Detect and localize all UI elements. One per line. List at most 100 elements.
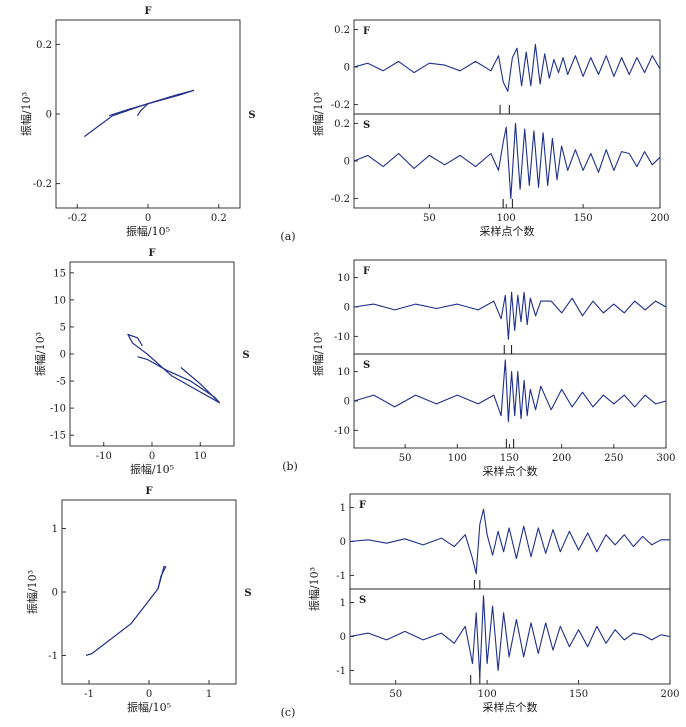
trace-frame bbox=[349, 588, 671, 685]
trace-label: F bbox=[363, 26, 370, 37]
y-tick-label: -0.2 bbox=[331, 100, 350, 111]
y-tick-label: 1 bbox=[340, 503, 346, 514]
trace-frame bbox=[353, 259, 667, 355]
x-axis-label: 振幅/10⁵ bbox=[126, 224, 170, 238]
y-tick-label: 0 bbox=[344, 63, 350, 74]
side-label-s: S bbox=[248, 110, 255, 121]
x-tick-label: 250 bbox=[604, 453, 623, 464]
x-tick-label: 50 bbox=[423, 213, 436, 224]
waveform-trace bbox=[353, 291, 667, 340]
plot-frame bbox=[61, 499, 237, 685]
y-tick-label: 0 bbox=[344, 397, 350, 408]
y-tick-label: 1 bbox=[340, 598, 346, 609]
x-axis-label: 采样点个数 bbox=[480, 224, 535, 238]
y-tick-label: 10 bbox=[337, 273, 350, 284]
particle-motion-trace bbox=[127, 333, 220, 404]
side-label-s: S bbox=[242, 350, 249, 361]
particle-motion-trace bbox=[157, 566, 167, 589]
y-tick-label: 0.2 bbox=[36, 40, 52, 51]
x-tick-label: 1 bbox=[206, 689, 212, 700]
x-tick-label: 10 bbox=[194, 451, 207, 462]
y-axis-label: 振幅/10³ bbox=[25, 570, 39, 614]
y-tick-label: -5 bbox=[56, 377, 66, 388]
trace-label: S bbox=[363, 120, 370, 131]
waveform-trace bbox=[353, 43, 661, 92]
panel-caption: (c) bbox=[281, 706, 296, 719]
particle-motion-plot: -0.2 0 0.2 -0.2 0 0.2 F S 振幅/10⁵ 振幅/10³ bbox=[19, 6, 256, 238]
x-tick-label: 300 bbox=[656, 453, 675, 464]
waveform-plot: -10 0 10 F -10 0 10 S 50 100 150 200 250 300 采样点个数 振幅/1… bbox=[311, 259, 676, 478]
trace-label: F bbox=[363, 266, 370, 277]
plot-frame bbox=[55, 19, 241, 209]
x-axis-label: 振幅/10⁵ bbox=[127, 700, 171, 714]
particle-motion-trace bbox=[137, 356, 221, 404]
waveform-trace bbox=[349, 508, 670, 575]
y-tick-label: -0.2 bbox=[33, 179, 52, 190]
x-axis-label: 振幅/10⁵ bbox=[130, 462, 174, 476]
plot-title-f: F bbox=[145, 486, 152, 497]
particle-motion-trace bbox=[85, 566, 166, 656]
x-tick-label: -10 bbox=[96, 451, 112, 462]
particle-motion-trace bbox=[136, 103, 149, 117]
trace-label: S bbox=[363, 360, 370, 371]
side-label-s: S bbox=[244, 588, 251, 599]
y-tick-label: 1 bbox=[52, 524, 58, 535]
waveform-trace bbox=[353, 359, 667, 423]
x-tick-label: 50 bbox=[399, 453, 412, 464]
panel-caption: (b) bbox=[282, 460, 298, 473]
y-tick-label: 0 bbox=[344, 157, 350, 168]
y-tick-label: 0.2 bbox=[334, 119, 350, 130]
plot-title-f: F bbox=[144, 6, 151, 17]
x-tick-label: 100 bbox=[448, 453, 467, 464]
y-axis-label: 振幅/10³ bbox=[19, 92, 33, 136]
y-tick-label: -0.2 bbox=[331, 194, 350, 205]
x-tick-label: 200 bbox=[650, 213, 669, 224]
trace-frame bbox=[349, 493, 671, 590]
waveform-plot: -0.2 0 0.2 F -0.2 0 0.2 S 50 100 150 200 采样点个数 振幅/10³ bbox=[311, 19, 670, 238]
waveform-plot: -1 0 1 F -1 0 1 S 50 100 150 200 采样点个数 振幅/10³ bbox=[307, 493, 680, 714]
x-tick-label: 150 bbox=[569, 689, 588, 700]
y-tick-label: 10 bbox=[53, 295, 66, 306]
x-tick-label: 200 bbox=[660, 689, 679, 700]
y-tick-label: 0 bbox=[60, 350, 66, 361]
x-tick-label: 150 bbox=[500, 453, 519, 464]
y-tick-label: 0.2 bbox=[334, 25, 350, 36]
trace-label: S bbox=[359, 595, 366, 606]
y-tick-label: -10 bbox=[334, 426, 350, 437]
y-tick-label: 0 bbox=[344, 303, 350, 314]
waveform-trace bbox=[349, 595, 671, 678]
x-tick-label: 200 bbox=[552, 453, 571, 464]
x-tick-label: 100 bbox=[497, 213, 516, 224]
y-axis-label: 振幅/10³ bbox=[311, 332, 325, 376]
y-tick-label: 0 bbox=[46, 110, 52, 121]
plot-title-f: F bbox=[148, 248, 155, 259]
y-tick-label: -10 bbox=[50, 404, 66, 415]
x-tick-label: 150 bbox=[574, 213, 593, 224]
x-tick-label: 0 bbox=[146, 689, 152, 700]
y-axis-label: 振幅/10³ bbox=[33, 332, 47, 376]
x-tick-label: 0 bbox=[145, 213, 151, 224]
particle-motion-plot: -1 0 1 -1 0 1 F S 振幅/10⁵ 振幅/10³ bbox=[25, 486, 252, 714]
x-tick-label: 0.2 bbox=[211, 213, 227, 224]
y-tick-label: 10 bbox=[337, 367, 350, 378]
particle-motion-trace bbox=[108, 89, 195, 117]
particle-motion-plot: -10 0 10 -15 -10 -5 0 5 10 15 F S 振幅/10⁵ 振幅/10³ bbox=[33, 248, 250, 476]
plot-frame bbox=[69, 261, 235, 447]
y-tick-label: 0 bbox=[52, 588, 58, 599]
y-tick-label: -1 bbox=[336, 666, 346, 677]
y-axis-label: 振幅/10³ bbox=[307, 567, 321, 611]
y-tick-label: 15 bbox=[53, 268, 66, 279]
y-tick-label: 5 bbox=[60, 322, 66, 333]
x-axis-label: 采样点个数 bbox=[483, 700, 538, 714]
y-tick-label: 0 bbox=[340, 537, 346, 548]
y-tick-label: -1 bbox=[48, 651, 58, 662]
y-tick-label: -15 bbox=[50, 431, 66, 442]
trace-label: F bbox=[359, 500, 366, 511]
x-tick-label: 0 bbox=[149, 451, 155, 462]
x-tick-label: -0.2 bbox=[68, 213, 87, 224]
waveform-trace bbox=[353, 122, 661, 200]
x-axis-label: 采样点个数 bbox=[483, 464, 538, 478]
trace-frame bbox=[353, 113, 661, 209]
